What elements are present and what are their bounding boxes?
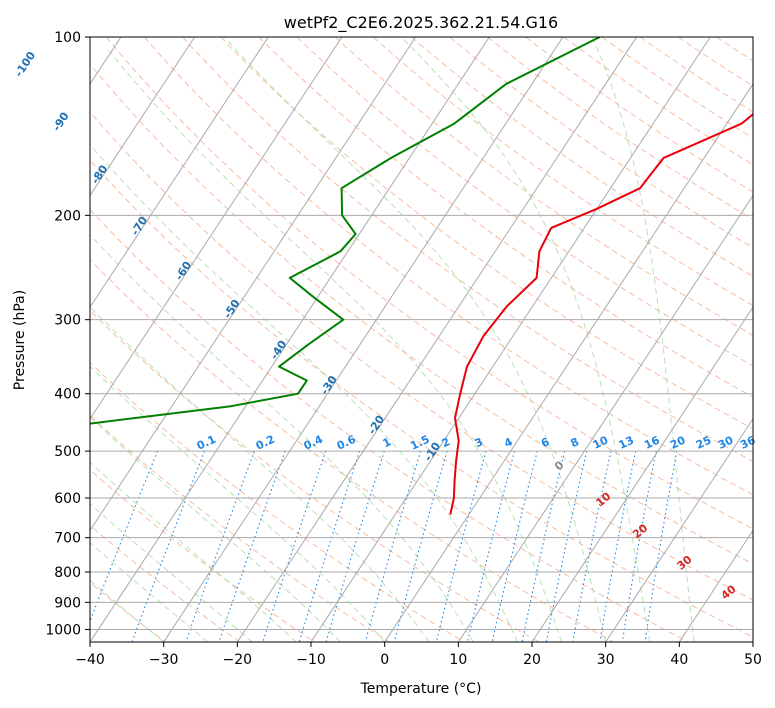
y-tick-label: 900 — [54, 595, 81, 611]
dry-adiabat — [105, 37, 753, 530]
y-tick-label: 100 — [54, 30, 81, 46]
dry-adiabat — [90, 208, 689, 642]
x-tick-label: −40 — [75, 652, 105, 668]
y-axis-label: Pressure (hPa) — [12, 290, 28, 390]
grid-layer — [90, 37, 753, 642]
dewpoint-line — [90, 37, 601, 425]
isotherm-line — [605, 417, 753, 642]
mixing-ratio-label: 30 — [716, 433, 736, 451]
isotherm-line — [310, 37, 711, 642]
moist-adiabat — [90, 579, 165, 642]
moist-adiabat — [90, 416, 341, 642]
y-tick-label: 600 — [54, 491, 81, 507]
isotherm-line — [90, 37, 490, 642]
mixing-ratio-line — [521, 450, 566, 642]
y-axis: 100 200 300 400 500 600 700 800 900 1000 — [45, 30, 90, 638]
dry-adiabat — [144, 37, 753, 496]
isotherm-line — [384, 83, 753, 642]
plot-frame — [89, 36, 754, 643]
mixing-ratio-label: 13 — [617, 434, 636, 452]
isotherm-line — [90, 37, 417, 532]
dry-adiabat — [220, 37, 753, 430]
dry-adiabat — [90, 309, 540, 642]
y-tick-label: 500 — [54, 444, 81, 460]
moist-adiabat — [90, 306, 430, 642]
isotherm-line — [90, 37, 269, 309]
series-layer — [90, 37, 753, 515]
y-tick-label: 800 — [54, 565, 81, 581]
y-tick-label: 200 — [54, 208, 81, 224]
moist-adiabat — [90, 365, 386, 642]
moist-adiabat — [90, 234, 474, 642]
mixing-ratio-line — [491, 450, 538, 642]
dry-adiabat — [182, 37, 753, 463]
moist-adiabat — [90, 503, 253, 642]
x-tick-label: 50 — [744, 652, 762, 668]
isotherm-line — [678, 529, 753, 642]
mixing-ratio-line — [393, 450, 448, 642]
mixing-ratio-line — [364, 450, 422, 642]
moist-adiabat — [223, 37, 607, 642]
x-tick-label: −10 — [296, 652, 326, 668]
isotherm-line — [90, 37, 343, 420]
x-axis-label: Temperature (°C) — [360, 681, 482, 697]
y-tick-label: 700 — [54, 531, 81, 547]
mixing-ratio-label: 25 — [694, 434, 713, 452]
isotherm-line — [531, 306, 753, 642]
mixing-ratio-line — [325, 450, 385, 642]
dry-adiabat — [90, 258, 614, 642]
x-tick-label: 20 — [523, 652, 541, 668]
mixing-ratio-line — [262, 450, 327, 642]
dry-adiabat — [90, 361, 465, 642]
mixing-ratio-line — [298, 450, 361, 642]
y-tick-label: 1000 — [45, 622, 81, 638]
mixing-ratio-line — [545, 450, 588, 642]
temperature-line — [449, 112, 753, 515]
isotherm-line — [90, 37, 196, 197]
moist-adiabat — [90, 143, 518, 642]
y-tick-label: 300 — [54, 313, 81, 329]
dry-adiabat — [90, 581, 166, 642]
dry-adiabat — [90, 63, 753, 565]
mixing-ratio-label: 10 — [591, 433, 611, 451]
mixing-ratio-line — [218, 450, 286, 642]
isotherm-line — [457, 194, 753, 642]
dry-adiabat — [90, 524, 241, 642]
x-tick-label: −20 — [223, 652, 253, 668]
y-tick-label: 400 — [54, 387, 81, 403]
moist-adiabat — [400, 37, 651, 642]
mixing-ratio-label: 16 — [642, 433, 662, 451]
x-tick-label: 30 — [597, 652, 615, 668]
moist-adiabat — [107, 49, 562, 642]
x-tick-label: 0 — [380, 652, 389, 668]
mixing-ratio-line — [185, 450, 255, 642]
dry-adiabat — [90, 469, 315, 642]
x-tick-label: −30 — [149, 652, 179, 668]
mixing-ratio-label: 20 — [668, 433, 688, 451]
x-tick-label: 10 — [449, 652, 467, 668]
isotherm-line — [236, 37, 638, 642]
isotherm-line — [163, 37, 564, 642]
x-axis: −40 −30 −20 −10 0 10 20 30 40 50 — [75, 642, 762, 668]
mixing-ratio-line — [90, 450, 159, 623]
moist-adiabat — [591, 37, 695, 642]
mixing-ratio-line — [466, 450, 516, 642]
x-tick-label: 40 — [670, 652, 688, 668]
chart-title: wetPf2_C2E6.2025.362.21.54.G16 — [284, 13, 558, 33]
